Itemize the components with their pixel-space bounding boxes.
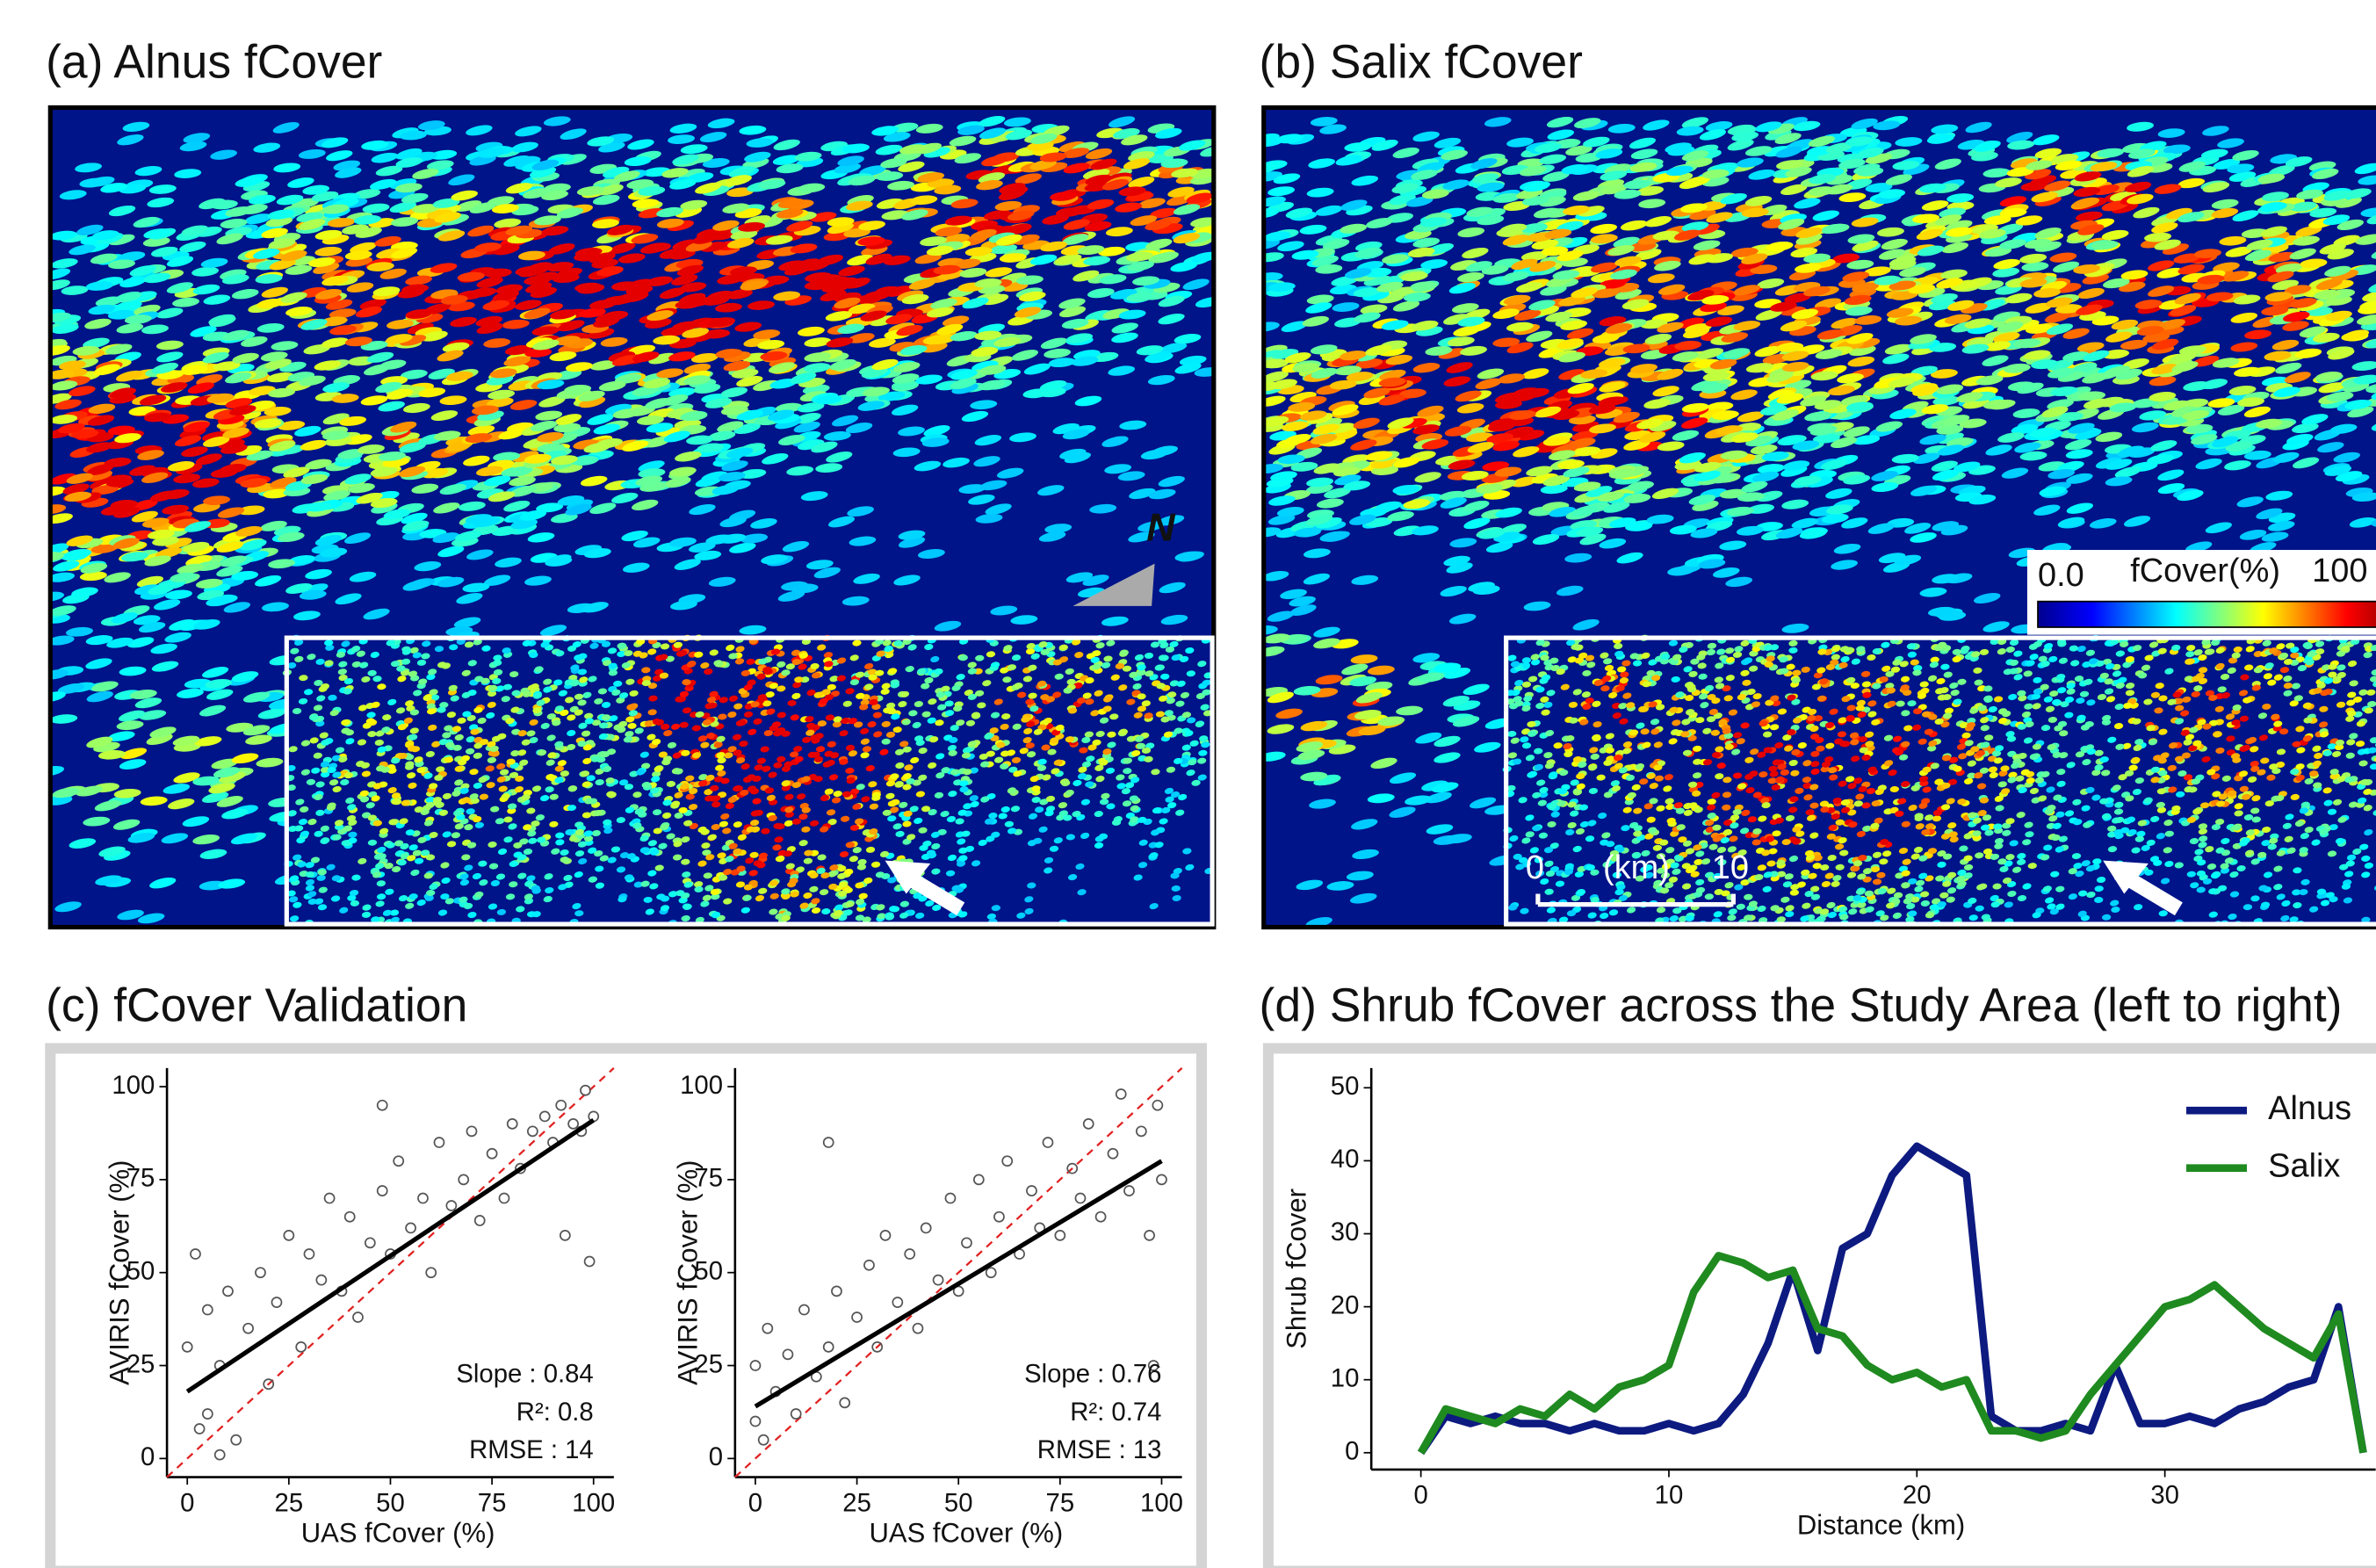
page: {"maps": [ {"title": "(a) Alnus fCover"}… [0, 0, 2376, 1568]
map-a [36, 107, 1227, 927]
map-title: (a) Alnus fCover [46, 36, 382, 88]
map-b [1250, 107, 2376, 929]
figure: (a) Alnus fCover (b) Salix fCover N 0.0 … [0, 0, 2376, 1568]
map-title: (b) Salix fCover [1260, 36, 1583, 88]
